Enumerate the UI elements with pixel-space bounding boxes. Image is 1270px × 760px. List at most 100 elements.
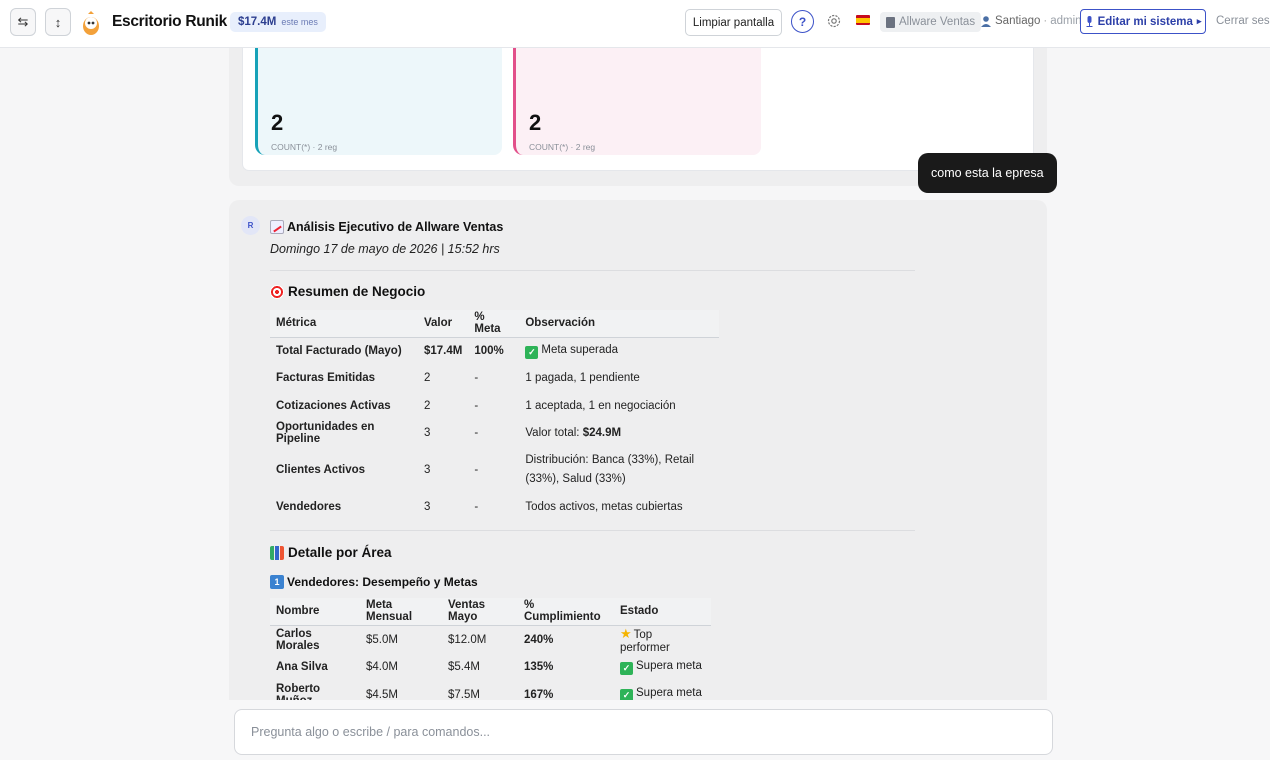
app-title: Escritorio Runik xyxy=(112,13,227,30)
table-row: Vendedores 3 - Todos activos, metas cubi… xyxy=(270,493,719,521)
goal-cell: $5.0M xyxy=(366,633,398,646)
table-row: Clientes Activos 3 - Distribución: Banca… xyxy=(270,447,719,493)
help-button[interactable]: ? xyxy=(791,10,814,33)
status-text: Supera meta xyxy=(636,687,702,700)
logout-link[interactable]: Cerrar sesión xyxy=(1216,15,1270,27)
edit-system-button[interactable]: Editar mi sistema ▸ xyxy=(1080,9,1206,34)
pct-cell: - xyxy=(474,463,479,476)
response-title-text: Análisis Ejecutivo de Allware Ventas xyxy=(287,220,504,234)
pct-cell: 135% xyxy=(524,661,554,674)
assistant-response: R Análisis Ejecutivo de Allware Ventas D… xyxy=(229,200,1047,700)
pct-cell: - xyxy=(474,372,479,385)
table-row: Total Facturado (Mayo) $17.4M 100% ✓ Meta… xyxy=(270,337,719,365)
user-icon xyxy=(981,16,991,27)
bar-chart-icon xyxy=(270,545,284,560)
stat-card: 2 COUNT(*) · 2 reg xyxy=(255,48,502,155)
value-cell: 3 xyxy=(424,427,431,440)
obs-text: Meta superada xyxy=(541,343,619,356)
chat-input[interactable] xyxy=(234,709,1053,755)
table-row: Ana Silva $4.0M $5.4M 135% ✓ Supera meta xyxy=(270,654,711,682)
divider xyxy=(270,270,915,271)
pct-cell: 100% xyxy=(474,345,504,357)
table-header: Meta Mensual xyxy=(360,598,442,626)
stat-value: 2 xyxy=(529,110,542,135)
swap-vertical-icon[interactable]: ↕ xyxy=(45,8,71,36)
table-header: % Cumplimiento xyxy=(518,598,614,626)
table-header: Estado xyxy=(614,598,711,626)
pct-cell: 167% xyxy=(524,688,554,700)
conversation-area[interactable]: 2 COUNT(*) · 2 reg 2 COUNT(*) · 2 reg co… xyxy=(0,48,1270,700)
company-selector[interactable]: Allware Ventas xyxy=(880,12,982,32)
keycap-one-icon: 1 xyxy=(270,575,284,589)
target-icon xyxy=(270,284,284,299)
pct-cell: - xyxy=(474,399,479,412)
value-cell: 2 xyxy=(424,399,431,412)
table-header: Valor xyxy=(418,310,469,338)
table-header: Métrica xyxy=(270,310,418,338)
obs-cell: Todos activos, metas cubiertas xyxy=(525,500,683,513)
microphone-icon xyxy=(1086,16,1093,27)
goal-cell: $4.0M xyxy=(366,661,398,674)
response-date: Domingo 17 de mayo de 2026 | 15:52 hrs xyxy=(270,242,500,256)
table-row: Cotizaciones Activas 2 - 1 aceptada, 1 e… xyxy=(270,392,719,420)
obs-line: Distribución: Banca (33%), Retail xyxy=(525,454,695,466)
status-text: Supera meta xyxy=(636,659,702,672)
user-message-bubble: como esta la epresa xyxy=(918,153,1057,193)
user-name: Santiago xyxy=(995,15,1041,27)
obs-cell: Distribución: Banca (33%), Retail (33%), … xyxy=(519,447,719,493)
company-name: Allware Ventas xyxy=(899,16,976,28)
name-cell: Roberto Muñoz xyxy=(276,682,321,700)
metric-cell: Facturas Emitidas xyxy=(276,372,376,385)
stat-caption: COUNT(*) · 2 reg xyxy=(271,142,338,152)
metric-cell: Cotizaciones Activas xyxy=(276,399,391,412)
summary-table: Métrica Valor % Meta Observación Total F… xyxy=(270,310,720,521)
check-icon: ✓ xyxy=(620,661,633,675)
obs-cell: 1 aceptada, 1 en negociación xyxy=(525,399,676,412)
summary-heading: Resumen de Negocio xyxy=(270,284,425,299)
value-cell: 3 xyxy=(424,500,431,513)
swap-horizontal-icon[interactable]: ⇆ xyxy=(10,8,36,36)
status-cell: ✓ Supera meta xyxy=(614,654,711,682)
table-row: Roberto Muñoz $4.5M $7.5M 167% ✓Supera m… xyxy=(270,681,711,700)
value-cell: 2 xyxy=(424,372,431,385)
gear-icon[interactable] xyxy=(826,13,842,29)
obs-cell: ✓ Meta superada xyxy=(519,337,719,365)
value-cell: 3 xyxy=(424,463,431,476)
value-cell: $17.4M xyxy=(424,345,463,357)
check-icon: ✓ xyxy=(620,689,633,700)
sellers-heading-text: Vendedores: Desempeño y Metas xyxy=(287,575,478,589)
stat-caption: COUNT(*) · 2 reg xyxy=(529,142,596,152)
sales-cell: $5.4M xyxy=(448,661,480,674)
edit-system-label: Editar mi sistema xyxy=(1097,15,1193,28)
user-info: Santiago · admin xyxy=(980,15,1082,27)
status-text: Top performer xyxy=(620,628,670,654)
pct-cell: 240% xyxy=(524,633,554,646)
user-role: admin xyxy=(1050,15,1082,27)
sales-cell: $7.5M xyxy=(448,688,480,700)
stat-card: 2 COUNT(*) · 2 reg xyxy=(513,48,761,155)
star-icon: ★ xyxy=(620,625,632,641)
revenue-amount: $17.4M xyxy=(238,16,277,28)
table-header: Nombre xyxy=(270,598,360,626)
pct-cell: - xyxy=(474,427,479,440)
stat-value: 2 xyxy=(271,110,284,135)
sellers-heading: 1 Vendedores: Desempeño y Metas xyxy=(270,575,478,589)
obs-text: Valor total: xyxy=(525,427,583,440)
spain-flag-icon[interactable] xyxy=(856,15,870,25)
obs-cell: 1 pagada, 1 pendiente xyxy=(525,372,640,385)
summary-heading-text: Resumen de Negocio xyxy=(288,284,426,299)
detail-heading-text: Detalle por Área xyxy=(288,545,392,560)
table-row: Carlos Morales $5.0M $12.0M 240% ★ Top pe… xyxy=(270,625,711,654)
building-icon xyxy=(886,16,895,28)
previous-response: 2 COUNT(*) · 2 reg 2 COUNT(*) · 2 reg xyxy=(229,48,1047,186)
name-cell: Carlos Morales xyxy=(276,627,320,652)
composer-bar xyxy=(0,700,1270,760)
clear-screen-button[interactable]: Limpiar pantalla xyxy=(685,9,782,36)
table-row: Facturas Emitidas 2 - 1 pagada, 1 pendie… xyxy=(270,365,719,393)
table-row: Oportunidades en Pipeline 3 - Valor tota… xyxy=(270,420,719,448)
mascot-logo-icon xyxy=(83,11,99,35)
sales-cell: $12.0M xyxy=(448,633,487,646)
detail-heading: Detalle por Área xyxy=(270,545,392,560)
top-bar: ⇆ ↕ Escritorio Runik $17.4M este mes Lim… xyxy=(0,0,1270,48)
chart-increasing-icon xyxy=(270,220,284,234)
